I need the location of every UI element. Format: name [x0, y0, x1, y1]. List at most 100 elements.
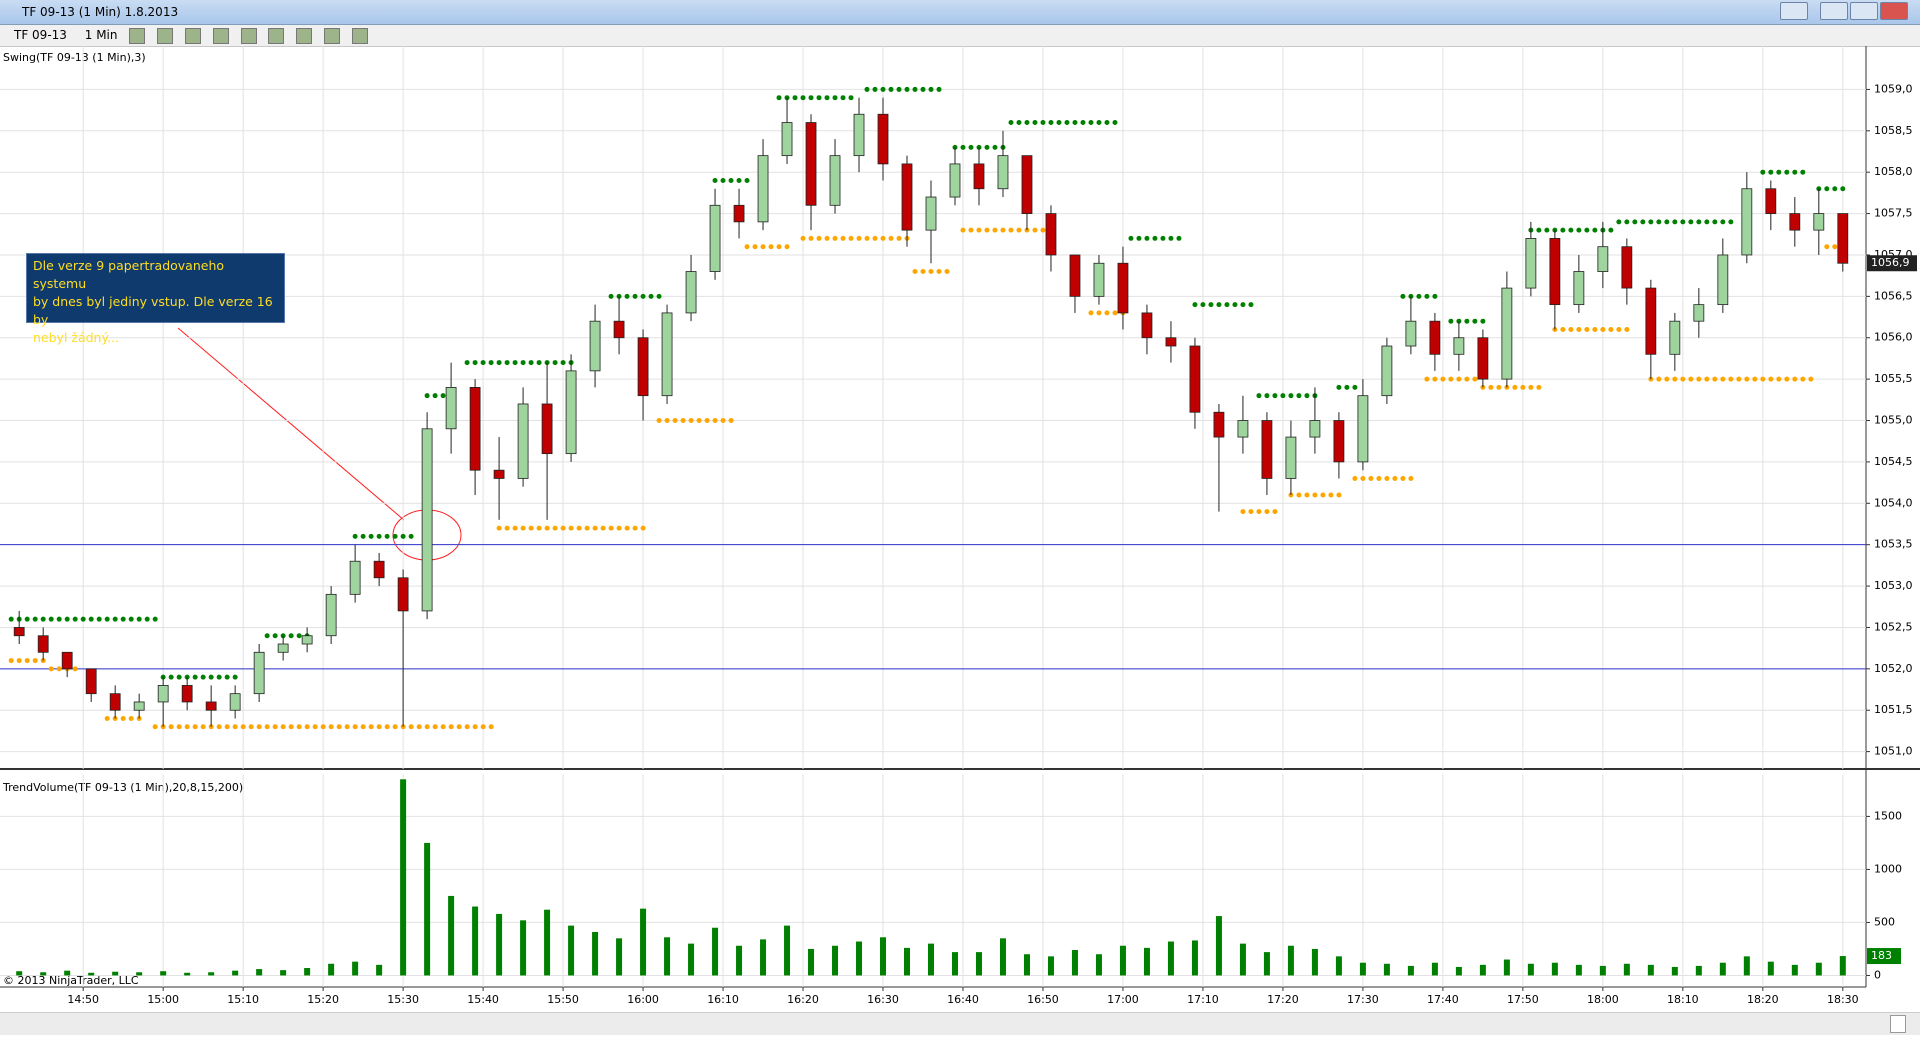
volume-bar	[951, 952, 958, 976]
volume-bar	[496, 913, 503, 976]
volume-bar	[544, 909, 551, 976]
y-tick-label: 1058,0	[1874, 165, 1913, 178]
candle-body	[301, 635, 313, 645]
candle-body	[397, 577, 409, 612]
y-tick-label: 1051,0	[1874, 745, 1913, 758]
instrument-selector[interactable]: TF 09-13	[14, 28, 67, 42]
volume-bar	[856, 941, 863, 976]
help-button[interactable]	[1780, 2, 1808, 20]
candle-body	[1741, 188, 1753, 256]
x-tick-label: 17:00	[1107, 993, 1139, 1006]
strategy-button[interactable]	[212, 27, 229, 44]
volume-bar	[136, 972, 143, 976]
y-tick-label: 1053,0	[1874, 579, 1913, 592]
x-tick-label: 18:00	[1587, 993, 1619, 1006]
x-tick-label: 15:00	[147, 993, 179, 1006]
volume-bar	[1671, 966, 1678, 976]
scroll-thumb[interactable]	[1890, 1015, 1906, 1033]
volume-bar	[1263, 952, 1270, 976]
candle-body	[1453, 337, 1465, 355]
x-tick-label: 17:10	[1187, 993, 1219, 1006]
draw-tool-button[interactable]	[157, 27, 174, 44]
y-tick-label: 1055,0	[1874, 414, 1913, 427]
annotation-box: Dle verze 9 papertradovaneho systemu by …	[26, 253, 285, 345]
volume-bar	[1359, 962, 1366, 976]
volume-bar	[1431, 962, 1438, 976]
volume-bar	[1071, 949, 1078, 976]
candle-body	[1429, 320, 1441, 355]
volume-bar	[1791, 964, 1798, 976]
title-bar: TF 09-13 (1 Min) 1.8.2013	[0, 0, 1920, 25]
volume-bar	[64, 970, 71, 976]
volume-bar	[904, 947, 911, 976]
candle-body	[685, 271, 697, 314]
x-tick-label: 15:10	[227, 993, 259, 1006]
candle-body	[757, 155, 769, 223]
candle-body	[1669, 320, 1681, 355]
minimize-button[interactable]	[1820, 2, 1848, 20]
candle-body	[1237, 420, 1249, 438]
volume-bar	[208, 972, 215, 976]
annotation-line: by dnes byl jediny vstup. Dle verze 16 b…	[33, 294, 273, 327]
volume-bar	[376, 964, 383, 976]
candle-body	[1309, 420, 1321, 438]
candle-body	[1045, 213, 1057, 256]
volume-bar	[1239, 943, 1246, 976]
close-button[interactable]	[1880, 2, 1908, 20]
y-tick-label: 1057,5	[1874, 207, 1913, 220]
x-tick-label: 15:30	[387, 993, 419, 1006]
x-tick-label: 16:10	[707, 993, 739, 1006]
crosshair-button[interactable]	[240, 27, 257, 44]
zoom-button[interactable]	[268, 27, 285, 44]
data-box-button[interactable]	[324, 27, 341, 44]
candle-body	[349, 560, 361, 595]
candle-body	[445, 387, 457, 430]
candle-body	[205, 701, 217, 711]
template-button[interactable]	[351, 27, 368, 44]
candle-body	[589, 320, 601, 372]
current-volume-box	[1867, 948, 1901, 965]
volume-bar	[1311, 948, 1318, 976]
volume-bar	[1095, 954, 1102, 976]
candle-body	[1189, 345, 1201, 413]
candle-body	[1213, 411, 1225, 438]
candle-body	[1333, 420, 1345, 463]
volume-bar	[832, 945, 839, 976]
volume-bar	[304, 968, 311, 976]
candle-body	[973, 163, 985, 190]
annotation-line: Dle verze 9 papertradovaneho systemu	[33, 258, 225, 291]
indicator-button[interactable]	[184, 27, 201, 44]
y-tick-label: 500	[1874, 915, 1895, 928]
candle-body	[325, 593, 337, 637]
volume-bar	[1335, 956, 1342, 976]
x-tick-label: 16:20	[787, 993, 819, 1006]
volume-bar	[1527, 963, 1534, 976]
volume-bar	[1695, 965, 1702, 976]
properties-button[interactable]	[296, 27, 313, 44]
candle-body	[733, 204, 745, 223]
candle-body	[877, 113, 889, 165]
volume-bar	[88, 972, 95, 976]
candle-body	[637, 337, 649, 397]
volume-bar	[1767, 961, 1774, 976]
volume-bar	[975, 952, 982, 976]
interval-selector[interactable]: 1 Min	[84, 28, 118, 42]
maximize-button[interactable]	[1850, 2, 1878, 20]
volume-bar	[1191, 940, 1198, 976]
candle-body	[1573, 271, 1585, 306]
y-tick-label: 1054,0	[1874, 496, 1913, 509]
y-tick-label: 0	[1874, 968, 1881, 981]
candle-body	[181, 684, 193, 703]
volume-bar	[472, 906, 479, 976]
candle-body	[1381, 345, 1393, 397]
chart-style-button[interactable]	[129, 27, 146, 44]
volume-bar	[400, 779, 407, 976]
volume-bar	[568, 925, 575, 976]
scrollbar[interactable]	[0, 1012, 1920, 1035]
annotation-line: nebyl žádný...	[33, 330, 120, 345]
y-tick-label: 1053,5	[1874, 538, 1913, 551]
candle-body	[1501, 287, 1513, 380]
candle-body	[1717, 254, 1729, 306]
volume-bar	[1407, 965, 1414, 976]
